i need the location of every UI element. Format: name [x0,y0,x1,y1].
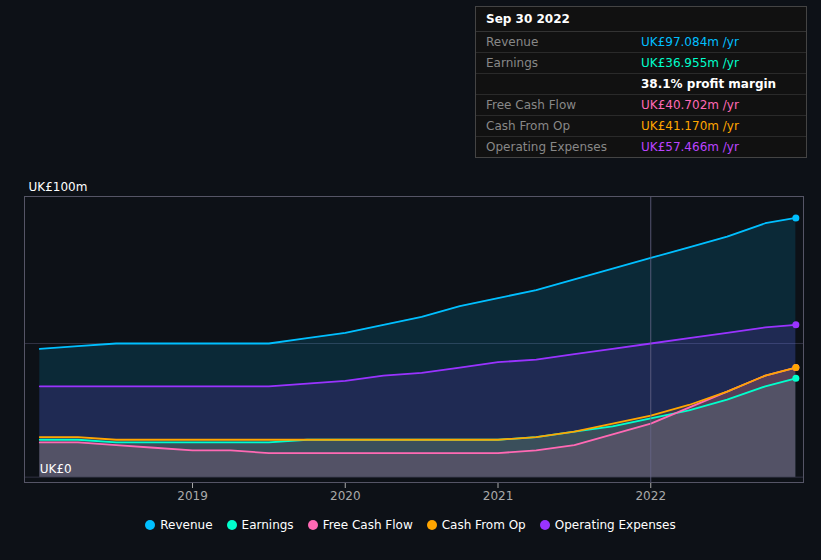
html-text:UK£57.466m /yr: UK£57.466m /yr [641,140,739,154]
html-text:38.1% profit margin: 38.1% profit margin [641,77,777,91]
html-text:Operating Expenses: Operating Expenses [486,140,607,154]
html-text:UK£41.170m /yr: UK£41.170m /yr [641,119,739,133]
html-text:UK£40.702m /yr: UK£40.702m /yr [641,98,739,112]
svg-text:2021: 2021 [483,489,514,503]
html-text:Cash From Op: Cash From Op [486,119,570,133]
svg-text:2022: 2022 [635,489,666,503]
html-text:Free Cash Flow: Free Cash Flow [486,98,577,112]
svg-text:UK£100m: UK£100m [29,180,88,194]
html-text:Operating Expenses: Operating Expenses [554,518,676,532]
html-text:Revenue: Revenue [160,518,213,532]
html-text:Earnings: Earnings [486,56,539,70]
svg-text:2020: 2020 [330,489,361,503]
html-text:Sep 30 2022: Sep 30 2022 [486,12,570,26]
html-text:Earnings: Earnings [241,518,294,532]
html-text:UK£97.084m /yr: UK£97.084m /yr [641,35,739,49]
html-text:Cash From Op: Cash From Op [441,518,526,532]
html-text:UK£36.955m /yr: UK£36.955m /yr [641,56,739,70]
svg-text:UK£0: UK£0 [40,462,72,476]
svg-text:2019: 2019 [177,489,208,503]
html-text:Free Cash Flow: Free Cash Flow [322,518,413,532]
html-text:Revenue: Revenue [486,35,539,49]
